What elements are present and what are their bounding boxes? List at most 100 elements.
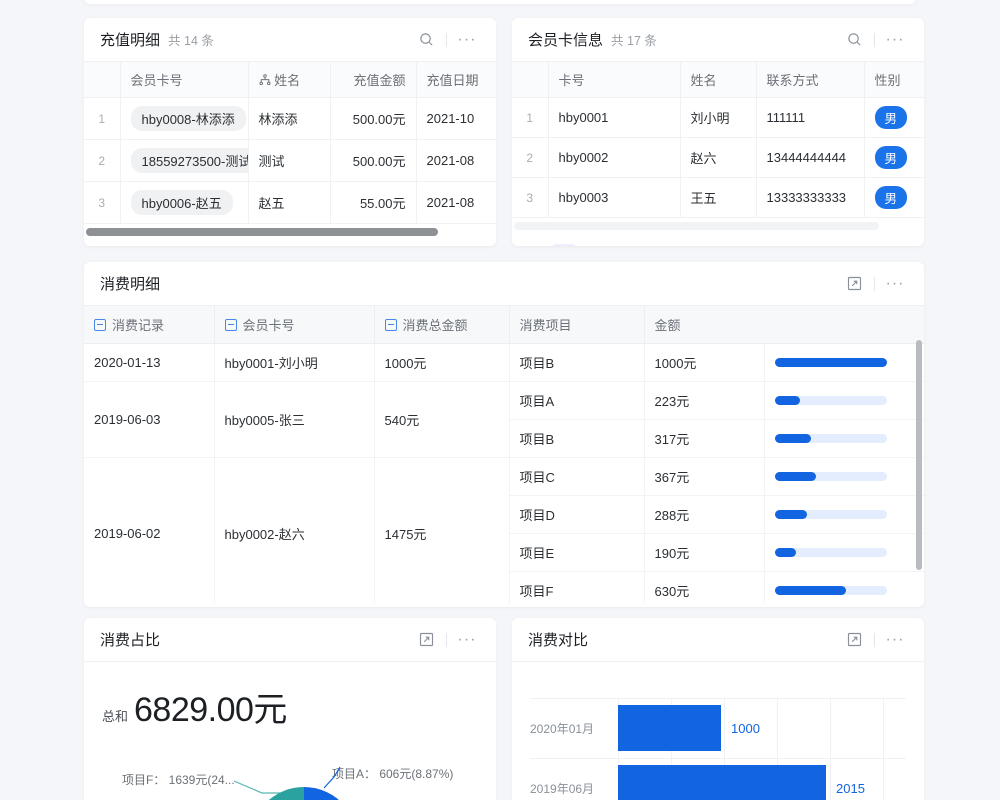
table-row[interactable]: 2 hby0002 赵六 13444444444 男 bbox=[512, 137, 924, 178]
col-label: 消费总金额 bbox=[402, 318, 468, 333]
membercard-col-phone[interactable]: 联系方式 bbox=[756, 62, 865, 98]
status-badge: 男 bbox=[874, 106, 908, 129]
pie-chart: 项目F： 1639元(24... 项目A： 606元(8.87%) bbox=[102, 745, 478, 800]
more-icon[interactable]: ··· bbox=[885, 30, 905, 48]
table-row[interactable]: 2020-01-13 hby0001-刘小明 1000元 项目B 1000元 bbox=[84, 343, 924, 382]
recharge-col-amount[interactable]: 充值金额 bbox=[330, 62, 417, 98]
scrollbar-thumb[interactable] bbox=[514, 222, 879, 230]
membercard-name-cell: 刘小明 bbox=[680, 97, 757, 138]
membercard-col-cardno[interactable]: 卡号 bbox=[548, 62, 681, 98]
external-link-icon[interactable] bbox=[413, 627, 439, 653]
bar-track bbox=[774, 586, 887, 595]
pagination-page-6[interactable]: 6 bbox=[682, 244, 706, 246]
external-link-icon[interactable] bbox=[841, 627, 867, 653]
pie-total: 总和 6829.00元 bbox=[102, 682, 478, 731]
pagination-page-2[interactable]: 2 bbox=[578, 244, 602, 246]
consumption-amount-bar-cell bbox=[764, 381, 924, 420]
table-row[interactable]: 项目B 317元 bbox=[84, 419, 924, 458]
recharge-col-card[interactable]: 会员卡号 bbox=[120, 62, 249, 98]
more-icon[interactable]: ··· bbox=[457, 30, 477, 48]
consumption-date-cell: 2020-01-13 bbox=[84, 343, 215, 382]
consumption-col-card[interactable]: 会员卡号 bbox=[214, 306, 375, 344]
consumption-col-record[interactable]: 消费记录 bbox=[84, 306, 215, 344]
partial-card-above bbox=[84, 0, 916, 4]
membercard-phone-cell: 111111 bbox=[756, 97, 865, 138]
table-row[interactable]: 1 hby0008-林添添 林添添 500.00元 2021-10 bbox=[84, 97, 496, 140]
pagination-next[interactable]: › bbox=[708, 244, 732, 246]
card-tag: hby0006-赵五 bbox=[130, 190, 233, 215]
divider bbox=[874, 32, 875, 47]
pie-label-projectF: 项目F： 1639元(24... bbox=[122, 773, 235, 787]
consumption-table-wrapper: 消费记录 会员卡号 消费总金额 消费项目 金额 2020-01-13 hby000… bbox=[84, 306, 924, 603]
more-icon[interactable]: ··· bbox=[885, 630, 905, 648]
search-icon[interactable] bbox=[841, 27, 867, 53]
card-tag: 18559273500-测试 bbox=[130, 148, 247, 173]
bar-fill bbox=[774, 548, 796, 557]
consumption-amount-cell: 288元 bbox=[644, 495, 765, 534]
collapse-icon[interactable] bbox=[384, 319, 397, 331]
consumption-item-cell: 项目D bbox=[509, 495, 645, 534]
recharge-table-header-row: 会员卡号 姓名 充值金额 充值日期 bbox=[84, 62, 496, 98]
pie-card-title: 消费占比 bbox=[100, 632, 161, 649]
consumption-col-total[interactable]: 消费总金额 bbox=[374, 306, 510, 344]
pagination-page-1[interactable]: 1 bbox=[552, 244, 576, 246]
collapse-icon[interactable] bbox=[94, 319, 106, 331]
membercard-col-name[interactable]: 姓名 bbox=[680, 62, 757, 98]
pie-label-projectA: 项目A： 606元(8.87%) bbox=[332, 767, 454, 781]
consumption-amount-bar-cell bbox=[764, 419, 924, 458]
recharge-date-cell: 2021-08 bbox=[416, 181, 496, 224]
consumption-detail-card: 消费明细 ··· bbox=[84, 262, 924, 607]
pagination-page-5[interactable]: 5 bbox=[656, 244, 680, 246]
recharge-col-date[interactable]: 充值日期 bbox=[416, 62, 496, 98]
bar-2019-06[interactable] bbox=[618, 765, 826, 800]
table-row[interactable]: 项目E 190元 bbox=[84, 533, 924, 572]
membercard-col-index[interactable] bbox=[512, 62, 549, 98]
consumption-col-item[interactable]: 消费项目 bbox=[509, 306, 645, 344]
recharge-table: 会员卡号 姓名 充值金额 充值日期 bbox=[84, 62, 496, 224]
more-icon[interactable]: ··· bbox=[885, 274, 905, 292]
more-icon[interactable]: ··· bbox=[457, 630, 477, 648]
compare-card-header: 消费对比 ··· bbox=[512, 618, 924, 662]
table-row[interactable]: 项目F 630元 bbox=[84, 571, 924, 603]
recharge-hscrollbar[interactable] bbox=[84, 224, 496, 240]
row-index: 3 bbox=[84, 181, 121, 224]
compare-card-title: 消费对比 bbox=[528, 632, 589, 649]
consumption-vscrollbar[interactable] bbox=[916, 340, 922, 570]
gridline bbox=[777, 698, 778, 800]
table-row[interactable]: 3 hby0006-赵五 赵五 55.00元 2021-08 bbox=[84, 181, 496, 224]
card-tag: hby0008-林添添 bbox=[130, 106, 246, 131]
membercard-gender-cell: 男 bbox=[864, 177, 924, 218]
collapse-icon[interactable] bbox=[224, 319, 237, 331]
table-row[interactable]: 1 hby0001 刘小明 111111 男 bbox=[512, 97, 924, 138]
membercard-phone-cell: 13444444444 bbox=[756, 137, 865, 178]
gridline bbox=[724, 698, 725, 800]
table-row[interactable]: 2019-06-03 hby0005-张三 540元 项目A 223元 bbox=[84, 381, 924, 458]
pagination-page-4[interactable]: 4 bbox=[630, 244, 654, 246]
table-row[interactable]: 3 hby0003 王五 13333333333 男 bbox=[512, 177, 924, 218]
consumption-col-amount[interactable]: 金额 bbox=[644, 306, 924, 344]
consumption-amount-bar-cell bbox=[764, 571, 924, 603]
bar-2020-01[interactable] bbox=[618, 705, 721, 751]
recharge-col-name[interactable]: 姓名 bbox=[248, 62, 331, 98]
table-row[interactable]: 2 18559273500-测试 测试 500.00元 2021-08 bbox=[84, 139, 496, 182]
table-row[interactable]: 2019-06-02 hby0002-赵六 1475元 项目C 367元 bbox=[84, 457, 924, 603]
consumption-amount-cell: 190元 bbox=[644, 533, 765, 572]
consumption-total-cell: 1475元 bbox=[374, 457, 510, 603]
col-label: 会员卡号 bbox=[242, 318, 295, 333]
recharge-date-cell: 2021-10 bbox=[416, 97, 496, 140]
membercard-info-card: 会员卡信息 共 17 条 ··· 卡号 姓名 联系方式 bbox=[512, 18, 924, 246]
pagination-page-3[interactable]: 3 bbox=[604, 244, 628, 246]
external-link-icon[interactable] bbox=[841, 271, 867, 297]
table-row[interactable]: 项目D 288元 bbox=[84, 495, 924, 534]
membercard-hscrollbar[interactable] bbox=[512, 218, 924, 234]
divider bbox=[874, 276, 875, 291]
recharge-name-cell: 测试 bbox=[248, 139, 331, 182]
search-icon[interactable] bbox=[413, 27, 439, 53]
bar-category-label: 2020年01月 bbox=[530, 721, 595, 736]
pagination-prev[interactable]: ‹ bbox=[526, 244, 550, 246]
row-index: 3 bbox=[512, 177, 549, 218]
recharge-col-index[interactable] bbox=[84, 62, 121, 98]
membercard-col-gender[interactable]: 性别 bbox=[864, 62, 924, 98]
scrollbar-thumb[interactable] bbox=[86, 228, 438, 236]
